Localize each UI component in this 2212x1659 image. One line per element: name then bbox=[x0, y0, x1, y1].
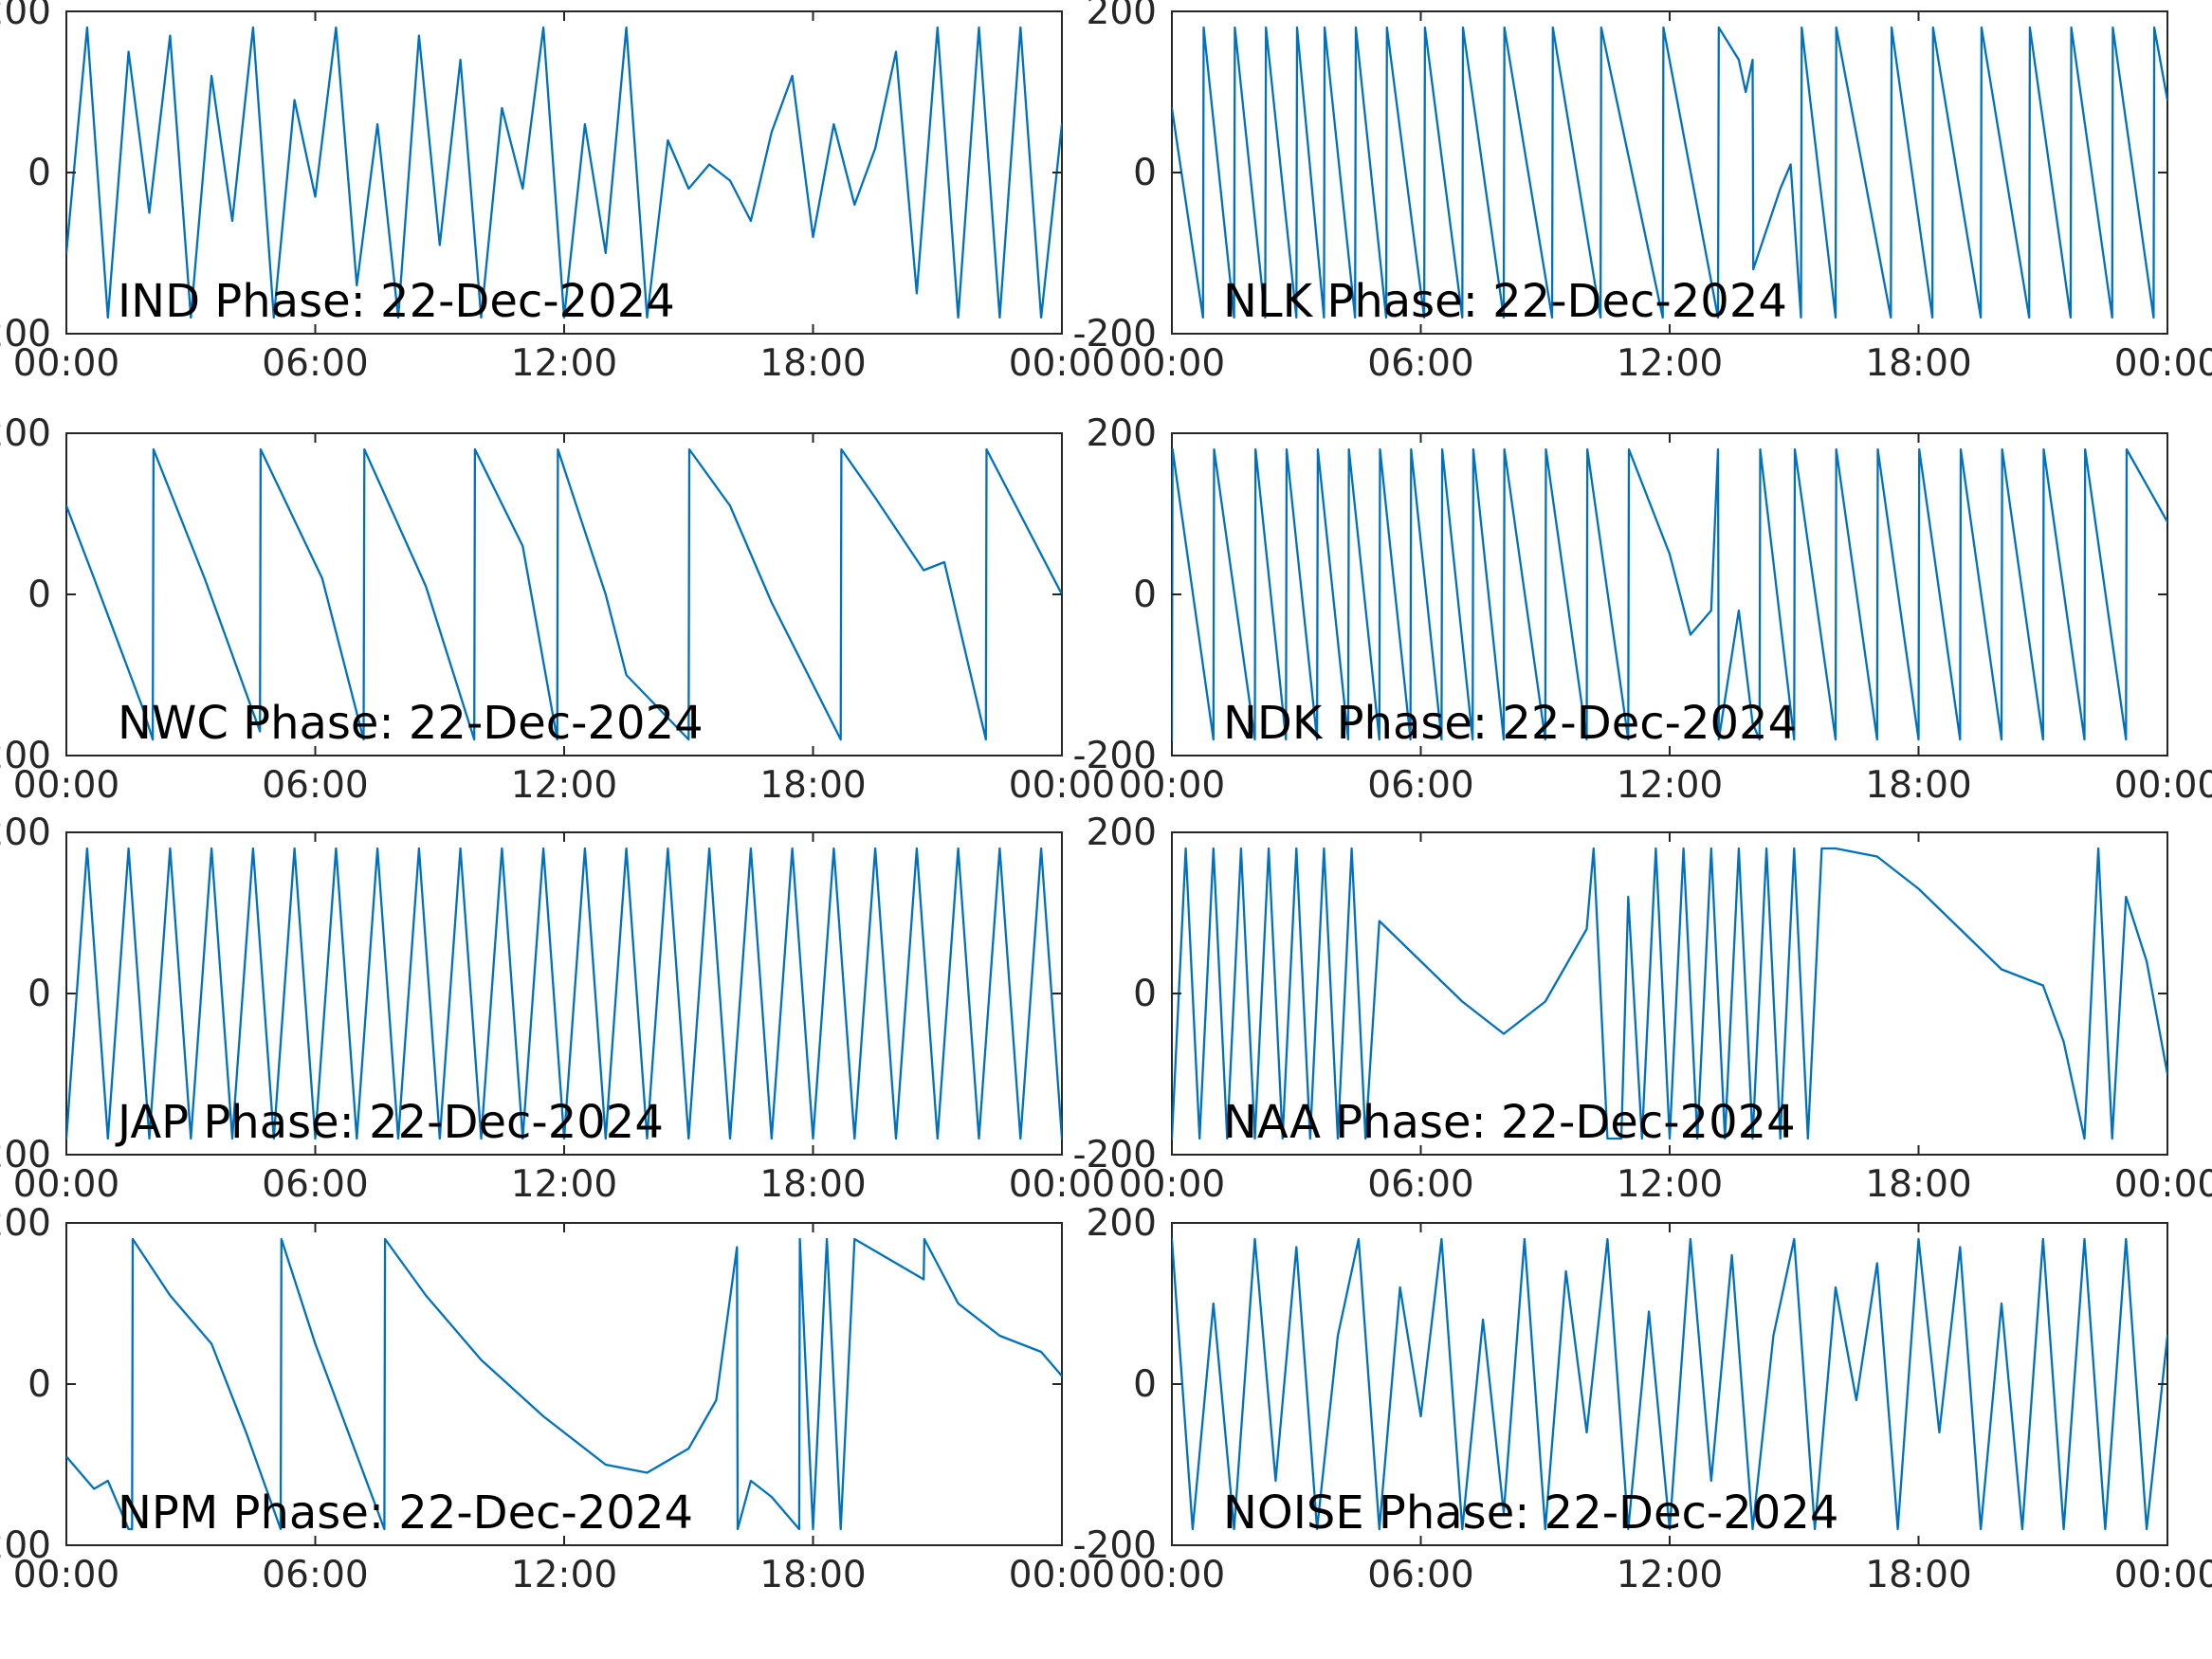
phase-trace bbox=[1172, 1237, 2167, 1531]
x-tick-label: 00:00 bbox=[13, 1163, 119, 1206]
x-tick-label: 12:00 bbox=[511, 1554, 617, 1596]
x-tick-label: 18:00 bbox=[1865, 342, 1971, 385]
y-tick-label: -200 bbox=[0, 1134, 51, 1176]
y-tick-label: -200 bbox=[1072, 313, 1157, 356]
x-tick-label: 06:00 bbox=[1367, 1163, 1473, 1206]
y-tick-label: 200 bbox=[0, 1202, 51, 1245]
x-tick-label: 00:00 bbox=[1009, 1163, 1115, 1206]
y-tick-label: 0 bbox=[27, 1363, 51, 1406]
x-tick-label: 12:00 bbox=[1617, 1554, 1723, 1596]
axes-frame bbox=[65, 831, 1063, 1156]
y-tick-label: 0 bbox=[1133, 973, 1157, 1015]
phase-trace bbox=[1172, 26, 2167, 319]
y-tick-label: -200 bbox=[0, 735, 51, 777]
y-tick-label: 200 bbox=[1087, 412, 1157, 455]
axes-frame bbox=[1171, 831, 2168, 1156]
phase-trace bbox=[1172, 847, 2167, 1140]
y-tick-label: 200 bbox=[0, 412, 51, 455]
axes-frame bbox=[65, 1222, 1063, 1546]
panel-title: JAP Phase: 22-Dec-2024 bbox=[115, 1096, 664, 1149]
x-tick-label: 06:00 bbox=[1367, 342, 1473, 385]
y-tick-label: -200 bbox=[0, 1524, 51, 1567]
x-tick-label: 00:00 bbox=[1119, 1163, 1225, 1206]
x-tick-label: 00:00 bbox=[13, 342, 119, 385]
x-tick-label: 12:00 bbox=[1617, 342, 1723, 385]
phase-trace bbox=[66, 26, 1062, 319]
x-tick-label: 18:00 bbox=[759, 1554, 866, 1596]
y-tick-label: 0 bbox=[27, 574, 51, 616]
y-tick-label: -200 bbox=[1072, 1134, 1157, 1176]
x-tick-label: 00:00 bbox=[13, 764, 119, 807]
phase-trace bbox=[1172, 447, 2167, 741]
panel-title: NPM Phase: 22-Dec-2024 bbox=[118, 1486, 693, 1540]
axes-frame bbox=[65, 10, 1063, 335]
axes-frame bbox=[65, 432, 1063, 757]
panel-title: NDK Phase: 22-Dec-2024 bbox=[1223, 697, 1797, 750]
x-tick-label: 06:00 bbox=[262, 764, 368, 807]
y-tick-label: 0 bbox=[1133, 574, 1157, 616]
x-tick-label: 18:00 bbox=[1865, 1163, 1971, 1206]
x-tick-label: 00:00 bbox=[2114, 764, 2212, 807]
x-tick-label: 18:00 bbox=[759, 1163, 866, 1206]
x-tick-label: 06:00 bbox=[262, 1554, 368, 1596]
phase-trace bbox=[66, 847, 1062, 1140]
y-tick-label: -200 bbox=[1072, 735, 1157, 777]
x-tick-label: 00:00 bbox=[1119, 1554, 1225, 1596]
phase-trace bbox=[66, 1237, 1062, 1531]
y-tick-label: 0 bbox=[27, 152, 51, 194]
y-tick-label: -200 bbox=[0, 313, 51, 356]
x-tick-label: 06:00 bbox=[1367, 1554, 1473, 1596]
y-tick-label: 200 bbox=[0, 811, 51, 854]
y-tick-label: 200 bbox=[0, 0, 51, 33]
x-tick-label: 12:00 bbox=[511, 342, 617, 385]
panel-title: NLK Phase: 22-Dec-2024 bbox=[1223, 275, 1787, 328]
panel-title: NOISE Phase: 22-Dec-2024 bbox=[1223, 1486, 1838, 1540]
x-tick-label: 00:00 bbox=[1119, 342, 1225, 385]
y-tick-label: 200 bbox=[1087, 1202, 1157, 1245]
x-tick-label: 00:00 bbox=[2114, 1554, 2212, 1596]
x-tick-label: 12:00 bbox=[1617, 764, 1723, 807]
x-tick-label: 00:00 bbox=[13, 1554, 119, 1596]
panel-title: NAA Phase: 22-Dec-2024 bbox=[1223, 1096, 1796, 1149]
panel-title: IND Phase: 22-Dec-2024 bbox=[118, 275, 675, 328]
x-tick-label: 00:00 bbox=[2114, 1163, 2212, 1206]
x-tick-label: 12:00 bbox=[1617, 1163, 1723, 1206]
y-tick-label: 0 bbox=[1133, 152, 1157, 194]
y-tick-label: 0 bbox=[1133, 1363, 1157, 1406]
y-tick-label: -200 bbox=[1072, 1524, 1157, 1567]
y-tick-label: 200 bbox=[1087, 811, 1157, 854]
x-tick-label: 06:00 bbox=[262, 342, 368, 385]
x-tick-label: 06:00 bbox=[1367, 764, 1473, 807]
x-tick-label: 18:00 bbox=[759, 764, 866, 807]
x-tick-label: 12:00 bbox=[511, 1163, 617, 1206]
x-tick-label: 06:00 bbox=[262, 1163, 368, 1206]
x-tick-label: 18:00 bbox=[759, 342, 866, 385]
x-tick-label: 00:00 bbox=[1119, 764, 1225, 807]
x-tick-label: 00:00 bbox=[1009, 342, 1115, 385]
x-tick-label: 18:00 bbox=[1865, 1554, 1971, 1596]
phase-trace bbox=[66, 447, 1062, 741]
x-tick-label: 00:00 bbox=[1009, 1554, 1115, 1596]
x-tick-label: 18:00 bbox=[1865, 764, 1971, 807]
x-tick-label: 12:00 bbox=[511, 764, 617, 807]
panel-title: NWC Phase: 22-Dec-2024 bbox=[118, 697, 704, 750]
y-tick-label: 0 bbox=[27, 973, 51, 1015]
x-tick-label: 00:00 bbox=[1009, 764, 1115, 807]
y-tick-label: 200 bbox=[1087, 0, 1157, 33]
x-tick-label: 00:00 bbox=[2114, 342, 2212, 385]
